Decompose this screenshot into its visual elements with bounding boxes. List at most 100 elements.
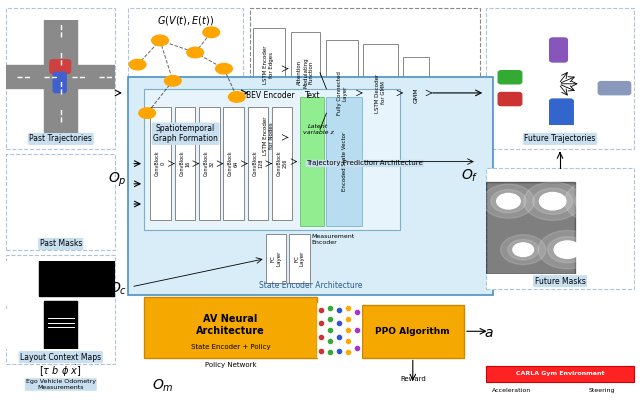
Bar [17,176,56,215]
Bar [28,192,35,194]
Text: BEV Encoder: BEV Encoder [246,91,295,100]
Bar [6,309,34,349]
Circle shape [575,187,619,216]
Bar [6,65,115,88]
Text: $O_m$: $O_m$ [152,377,174,394]
Circle shape [228,92,245,102]
Text: CARLA Gym Environment: CARLA Gym Environment [516,371,604,376]
FancyBboxPatch shape [6,255,115,364]
Text: ConvBlock
256: ConvBlock 256 [277,151,287,177]
Text: LSTM Encoder
for Edges: LSTM Encoder for Edges [264,45,274,84]
FancyBboxPatch shape [272,107,292,220]
FancyBboxPatch shape [175,107,195,220]
Text: Layout Context Maps: Layout Context Maps [20,353,101,362]
Circle shape [508,240,539,260]
Circle shape [164,76,181,86]
FancyBboxPatch shape [300,97,324,226]
Text: Reward: Reward [400,376,426,382]
FancyBboxPatch shape [403,57,429,133]
FancyBboxPatch shape [266,234,286,283]
Text: AV Neural
Architecture: AV Neural Architecture [196,314,265,336]
Text: Ego Vehicle Odometry
Measurements: Ego Vehicle Odometry Measurements [26,379,96,390]
Text: Latent
variable z: Latent variable z [303,124,333,135]
Text: LSTM Decoder
for GMM: LSTM Decoder for GMM [375,73,386,113]
Circle shape [538,230,596,269]
FancyBboxPatch shape [498,93,522,105]
Circle shape [564,180,629,223]
Text: Future Masks: Future Masks [534,277,586,286]
Text: Past Trajectories: Past Trajectories [29,135,92,143]
Circle shape [139,108,156,118]
FancyBboxPatch shape [326,40,358,145]
FancyBboxPatch shape [498,71,522,84]
Text: $O_p$: $O_p$ [108,170,127,189]
Bar [44,202,51,204]
FancyBboxPatch shape [128,8,243,149]
Bar [39,261,115,296]
Text: Measurement
Encoder: Measurement Encoder [312,234,355,245]
FancyBboxPatch shape [248,107,268,220]
Bar [44,20,77,133]
Text: Text: Text [305,91,320,100]
Text: ConvBlock
16: ConvBlock 16 [180,151,190,177]
FancyBboxPatch shape [289,234,310,283]
FancyBboxPatch shape [150,107,171,220]
FancyBboxPatch shape [486,8,634,149]
FancyBboxPatch shape [199,107,220,220]
Circle shape [532,188,573,214]
Text: Attention
Modulating
Function: Attention Modulating Function [298,57,314,88]
FancyBboxPatch shape [253,109,285,162]
FancyBboxPatch shape [144,89,400,230]
FancyBboxPatch shape [253,28,285,101]
Text: LSTM Encoder
for Nodes: LSTM Encoder for Nodes [264,116,274,155]
Text: ConvBlock
64: ConvBlock 64 [228,151,239,177]
Text: FC
Layer: FC Layer [271,251,281,266]
Text: ConvBlock
32: ConvBlock 32 [204,151,214,177]
Text: $[\tau \ b \ \phi \ \dot{x}]$: $[\tau \ b \ \phi \ \dot{x}]$ [40,364,82,379]
Bar [61,176,99,201]
Circle shape [524,182,582,221]
Circle shape [129,59,146,70]
Circle shape [187,47,204,58]
FancyBboxPatch shape [144,297,317,358]
Text: $O_f$: $O_f$ [461,168,479,184]
FancyBboxPatch shape [598,82,630,95]
Text: Trajectory Prediction Architecture: Trajectory Prediction Architecture [307,160,423,166]
Text: State Encoder + Policy: State Encoder + Policy [191,345,270,350]
Bar [23,224,29,226]
Text: Steering: Steering [588,388,615,393]
FancyBboxPatch shape [50,60,70,74]
Text: State Encoder Architecture: State Encoder Architecture [259,281,362,290]
FancyBboxPatch shape [291,32,320,113]
Circle shape [483,184,534,218]
Circle shape [547,237,588,263]
Bar [39,296,115,349]
FancyBboxPatch shape [6,8,115,149]
Text: Policy Network: Policy Network [205,362,256,368]
Text: $O_c$: $O_c$ [109,281,127,297]
Text: FC
Layer: FC Layer [294,251,305,266]
FancyBboxPatch shape [53,72,67,93]
FancyBboxPatch shape [326,97,362,226]
FancyBboxPatch shape [362,305,464,358]
Circle shape [500,235,546,265]
Circle shape [513,243,534,257]
Text: ConvBlock
128: ConvBlock 128 [253,151,263,177]
Text: a: a [484,326,493,340]
Bar [44,301,77,349]
FancyBboxPatch shape [250,8,480,170]
Bar [6,261,44,305]
Text: GMM: GMM [413,87,419,103]
Circle shape [491,189,526,213]
Text: ConvBlock
0: ConvBlock 0 [156,151,166,177]
FancyBboxPatch shape [223,107,244,220]
Text: Spatiotemporal
Graph Formation: Spatiotemporal Graph Formation [153,124,218,143]
Bar [486,182,575,274]
FancyBboxPatch shape [128,77,493,295]
Circle shape [497,194,520,209]
Bar [67,217,73,219]
Text: Past Masks: Past Masks [40,240,82,248]
Text: PPO Algorithm: PPO Algorithm [376,327,450,336]
Text: Update: Update [326,319,352,325]
Circle shape [152,35,168,46]
